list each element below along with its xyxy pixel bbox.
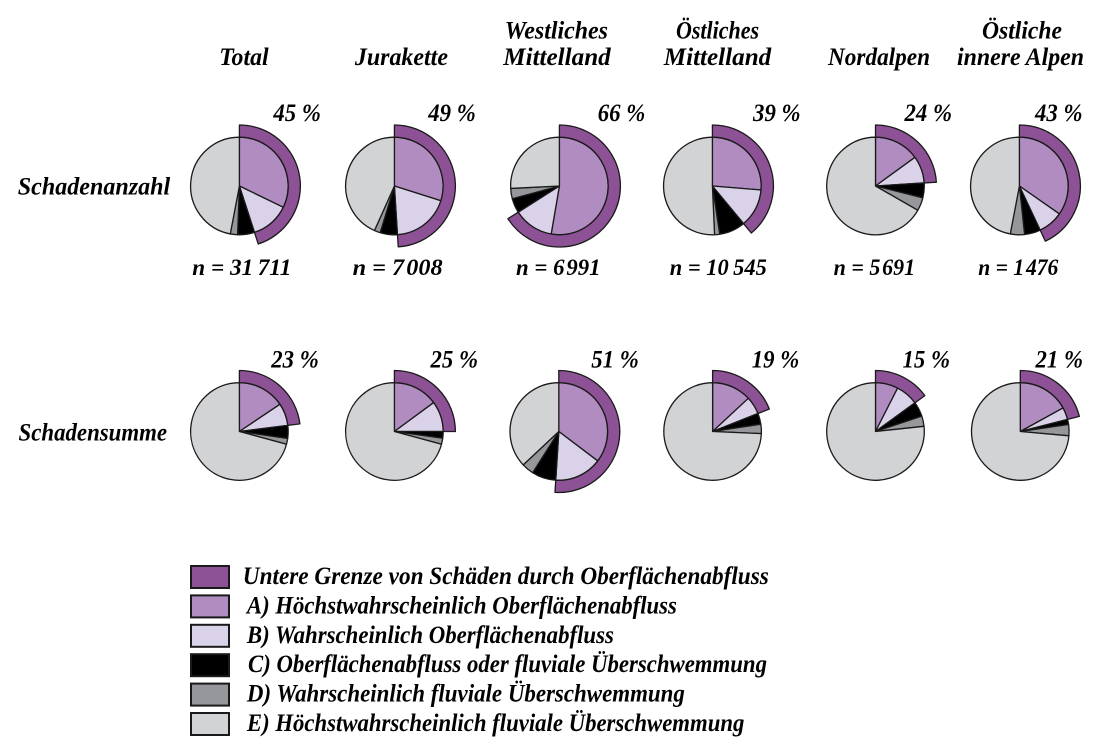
svg-text:Östliches: Östliches xyxy=(676,17,759,44)
svg-text:n = 10 545: n = 10 545 xyxy=(670,255,767,280)
svg-text:15 %: 15 % xyxy=(902,347,950,374)
svg-text:innere Alpen: innere Alpen xyxy=(957,44,1084,71)
svg-text:19 %: 19 % xyxy=(752,347,800,374)
svg-text:D) Wahrscheinlich fluviale Übe: D) Wahrscheinlich fluviale Überschwemmun… xyxy=(246,681,685,708)
svg-text:n = 1 476: n = 1 476 xyxy=(978,255,1058,280)
svg-text:A) Höchstwahrscheinlich Oberfl: A) Höchstwahrscheinlich Oberflächenabflu… xyxy=(245,592,677,619)
svg-text:Untere Grenze von Schäden durc: Untere Grenze von Schäden durch Oberfläc… xyxy=(243,563,769,590)
svg-text:n = 6 991: n = 6 991 xyxy=(516,255,601,280)
svg-text:Total: Total xyxy=(219,44,268,71)
svg-text:Westliches: Westliches xyxy=(505,17,608,44)
svg-text:Mittelland: Mittelland xyxy=(663,44,772,71)
svg-text:n = 31 711: n = 31 711 xyxy=(192,255,291,280)
svg-text:21 %: 21 % xyxy=(1035,347,1083,374)
svg-text:C) Oberflächenabfluss oder flu: C) Oberflächenabfluss oder fluviale Über… xyxy=(248,651,767,678)
svg-text:Nordalpen: Nordalpen xyxy=(827,44,930,71)
svg-text:39 %: 39 % xyxy=(752,100,800,127)
svg-text:43 %: 43 % xyxy=(1034,100,1082,127)
svg-text:E) Höchstwahrscheinlich fluvia: E) Höchstwahrscheinlich fluviale Übersch… xyxy=(246,710,744,737)
svg-text:Jurakette: Jurakette xyxy=(354,44,448,71)
svg-text:Schadenanzahl: Schadenanzahl xyxy=(18,173,171,200)
svg-text:25 %: 25 % xyxy=(430,347,478,374)
svg-text:B) Wahrscheinlich Oberflächena: B) Wahrscheinlich Oberflächenabfluss xyxy=(246,622,614,649)
svg-text:49 %: 49 % xyxy=(427,100,475,127)
svg-text:51 %: 51 % xyxy=(591,347,639,374)
svg-text:n = 5 691: n = 5 691 xyxy=(834,255,916,280)
svg-text:45 %: 45 % xyxy=(272,100,320,127)
svg-text:66 %: 66 % xyxy=(598,100,646,127)
svg-text:Mittelland: Mittelland xyxy=(502,44,611,71)
svg-text:23 %: 23 % xyxy=(270,347,318,374)
svg-text:Schadensumme: Schadensumme xyxy=(19,419,168,446)
svg-text:24 %: 24 % xyxy=(904,100,952,127)
svg-text:n = 7 008: n = 7 008 xyxy=(353,255,444,280)
svg-text:Östliche: Östliche xyxy=(982,17,1062,44)
